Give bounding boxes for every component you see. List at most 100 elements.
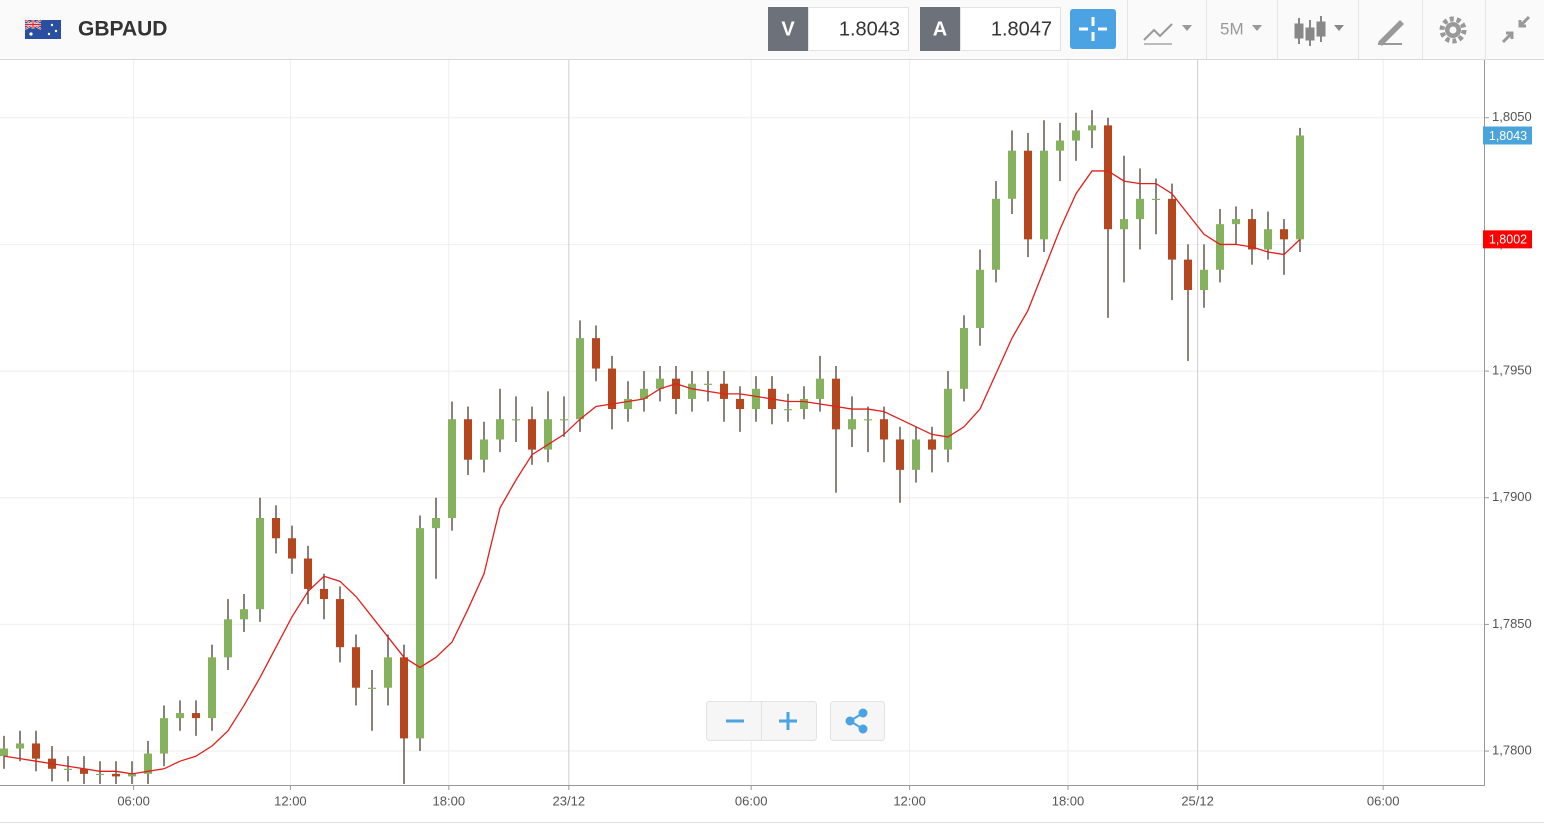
- candle-body: [112, 773, 120, 777]
- candle-body: [704, 383, 712, 385]
- candle-body: [832, 378, 840, 430]
- candle-body: [992, 198, 1000, 270]
- zoom-in-button[interactable]: [779, 712, 797, 730]
- y-tick-label: 1,7900: [1492, 489, 1532, 504]
- candle-body: [1168, 198, 1176, 260]
- candle-body: [656, 378, 664, 389]
- candle-body: [800, 398, 808, 410]
- candle-body: [1184, 259, 1192, 291]
- candle-body: [384, 657, 392, 688]
- x-tick-label: 18:00: [1052, 793, 1085, 808]
- candle-body: [416, 528, 424, 739]
- candle-body: [480, 439, 488, 460]
- bid-box[interactable]: [808, 7, 909, 51]
- candle-body: [688, 383, 696, 399]
- axes-labels: 1,78001,78501,79001,79501,80001,805006:0…: [117, 109, 1532, 808]
- candle-body: [448, 419, 456, 519]
- flag-icon: [24, 19, 61, 39]
- candle-body: [1264, 229, 1272, 250]
- candle-body: [1296, 135, 1304, 240]
- chart-type-button[interactable]: [1294, 16, 1344, 46]
- ask-price: 1.8047: [991, 18, 1052, 40]
- y-tick-label: 1,7950: [1492, 363, 1532, 378]
- candle-body: [640, 388, 648, 399]
- candle-body: [1072, 130, 1080, 141]
- candle-body: [544, 419, 552, 450]
- candle-body: [848, 419, 856, 430]
- crosshair-button[interactable]: [1070, 9, 1116, 49]
- candle-body: [608, 368, 616, 410]
- candle-body: [720, 383, 728, 399]
- candle-body: [528, 419, 536, 450]
- bid-badge: [768, 7, 808, 51]
- ask-badge: [920, 7, 960, 51]
- candle-body: [1024, 150, 1032, 240]
- candle-body: [512, 419, 520, 421]
- candle-body: [432, 518, 440, 529]
- settings-button[interactable]: [1439, 16, 1467, 44]
- candle-body: [160, 718, 168, 754]
- candle-body: [1040, 150, 1048, 240]
- candle-body: [208, 657, 216, 719]
- candle-body: [304, 558, 312, 589]
- candle-body: [1232, 219, 1240, 225]
- candle-body: [288, 538, 296, 559]
- candle-body: [928, 439, 936, 450]
- y-tick-label: 1,7800: [1492, 742, 1532, 757]
- candle-body: [352, 647, 360, 688]
- x-tick-label: 12:00: [893, 793, 926, 808]
- candle-body: [272, 518, 280, 539]
- candle-body: [0, 748, 8, 757]
- x-tick-label: 18:00: [433, 793, 466, 808]
- moving-average-line: [3, 170, 1301, 775]
- candle-body: [1056, 140, 1064, 151]
- candle-body: [784, 409, 792, 411]
- x-tick-label: 23/12: [553, 793, 586, 808]
- candle-body: [320, 588, 328, 600]
- bid-letter: V: [781, 18, 795, 40]
- candle-body: [560, 419, 568, 421]
- ask-letter: A: [933, 18, 947, 40]
- share-button[interactable]: [845, 708, 868, 734]
- candle-body: [192, 713, 200, 719]
- candle-body: [624, 398, 632, 410]
- price-tag-label: 1,8002: [1489, 233, 1527, 247]
- candle-body: [32, 743, 40, 759]
- candle-body: [864, 419, 872, 421]
- indicator-button[interactable]: [1143, 23, 1192, 45]
- candle-body: [736, 398, 744, 410]
- candle-body: [256, 518, 264, 610]
- candle-body: [96, 773, 104, 776]
- candle-body: [672, 378, 680, 399]
- y-tick-label: 1,8050: [1492, 109, 1532, 124]
- candle-body: [1104, 125, 1112, 230]
- candle-body: [1152, 198, 1160, 201]
- candle-body: [240, 609, 248, 620]
- candle-body: [1248, 219, 1256, 250]
- candle-body: [128, 773, 136, 777]
- candle-body: [400, 657, 408, 739]
- candle-body: [816, 378, 824, 399]
- candle-body: [64, 768, 72, 770]
- x-tick-label: 12:00: [274, 793, 307, 808]
- draw-button[interactable]: [1378, 20, 1404, 46]
- candle-body: [976, 269, 984, 329]
- collapse-button[interactable]: [1501, 15, 1531, 44]
- candle-body: [1088, 125, 1096, 131]
- candle-body: [176, 713, 184, 719]
- candle-body: [1216, 224, 1224, 270]
- candle-body: [912, 439, 920, 470]
- grid: [0, 60, 1484, 785]
- plot: [0, 110, 1304, 784]
- candle-body: [336, 599, 344, 648]
- candle-body: [592, 338, 600, 369]
- x-tick-label: 06:00: [1367, 793, 1400, 808]
- candle-body: [1200, 269, 1208, 291]
- timeframe[interactable]: 5M: [1220, 19, 1244, 38]
- candle-body: [1136, 198, 1144, 220]
- candle-body: [752, 388, 760, 410]
- share-box: [830, 701, 885, 741]
- zoom-controls: [706, 701, 885, 741]
- ask-box[interactable]: [960, 7, 1061, 51]
